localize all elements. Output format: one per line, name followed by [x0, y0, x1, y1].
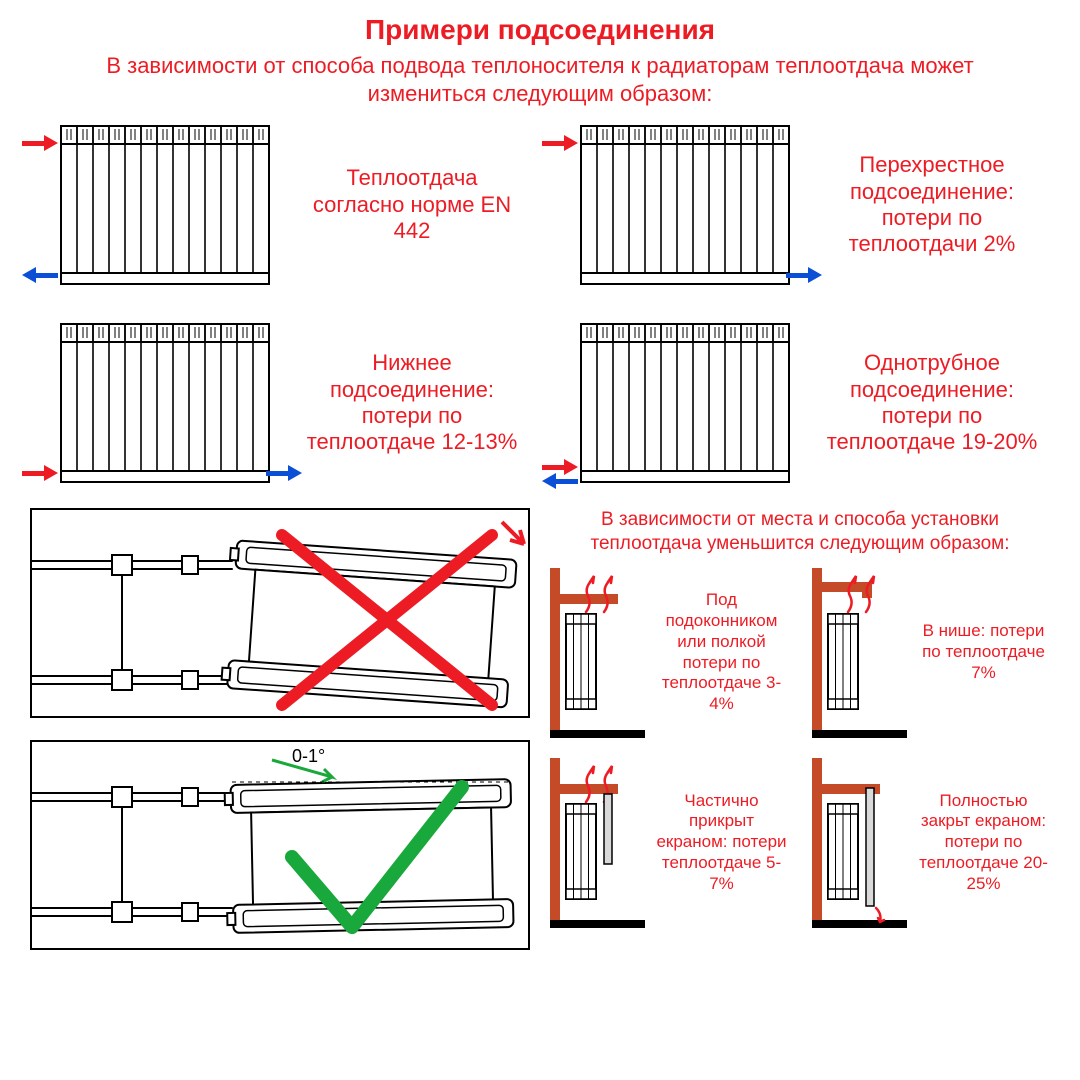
connection-onepipe: Однотрубное подсоединение: потери по теп… [560, 313, 1040, 493]
inlet-arrow [542, 135, 578, 151]
radiator-diagram [560, 313, 810, 493]
install-diagram [812, 758, 907, 928]
install-diagram [812, 568, 907, 738]
install-grid: Под подоконником или полкой потери по те… [550, 568, 1050, 928]
tilt-correct-diagram: 0-1° [30, 740, 530, 950]
install-niche: В нише: потери по теплоотдаче 7% [812, 568, 1050, 738]
radiator-diagram [560, 115, 810, 295]
subtitle: В зависимости от способа подвода теплоно… [60, 52, 1020, 107]
connections-grid: Теплоотдача согласно норме EN 442 Перехре… [0, 115, 1080, 493]
connection-en442: Теплоотдача согласно норме EN 442 [40, 115, 520, 295]
radiator-diagram [40, 313, 290, 493]
install-diagram [550, 758, 645, 928]
outlet-arrow [786, 267, 822, 283]
install-column: В зависимости от места и способа установ… [550, 508, 1050, 972]
install-partial: Частично прикрыт екраном: потери теплоот… [550, 758, 788, 928]
connection-cross: Перехрестное подсоединение: потери по те… [560, 115, 1040, 295]
install-caption: Полностью закрьт екраном: потери по тепл… [917, 791, 1050, 895]
inlet-arrow [22, 135, 58, 151]
connection-bottom: Нижнее подсоединение: потери по теплоотд… [40, 313, 520, 493]
install-sill: Под подоконником или полкой потери по те… [550, 568, 788, 738]
install-caption: Частично прикрыт екраном: потери теплоот… [655, 791, 788, 895]
install-subtitle: В зависимости от места и способа установ… [550, 508, 1050, 556]
lower-section: 0-1° В зависимости от места и способа ус… [0, 493, 1080, 972]
install-diagram [550, 568, 645, 738]
page-title: Примери подсоединения [0, 0, 1080, 46]
install-full: Полностью закрьт екраном: потери по тепл… [812, 758, 1050, 928]
connection-caption: Однотрубное подсоединение: потери по теп… [824, 350, 1040, 456]
outlet-arrow [542, 473, 578, 489]
radiator-diagram [40, 115, 290, 295]
tilt-column: 0-1° [30, 508, 530, 972]
connection-caption: Нижнее подсоединение: потери по теплоотд… [304, 350, 520, 456]
connection-caption: Перехрестное подсоединение: потери по те… [824, 152, 1040, 258]
install-caption: Под подоконником или полкой потери по те… [655, 590, 788, 714]
install-caption: В нише: потери по теплоотдаче 7% [917, 621, 1050, 683]
inlet-arrow [22, 465, 58, 481]
tilt-wrong-diagram [30, 508, 530, 718]
outlet-arrow [266, 465, 302, 481]
connection-caption: Теплоотдача согласно норме EN 442 [304, 165, 520, 244]
outlet-arrow [22, 267, 58, 283]
